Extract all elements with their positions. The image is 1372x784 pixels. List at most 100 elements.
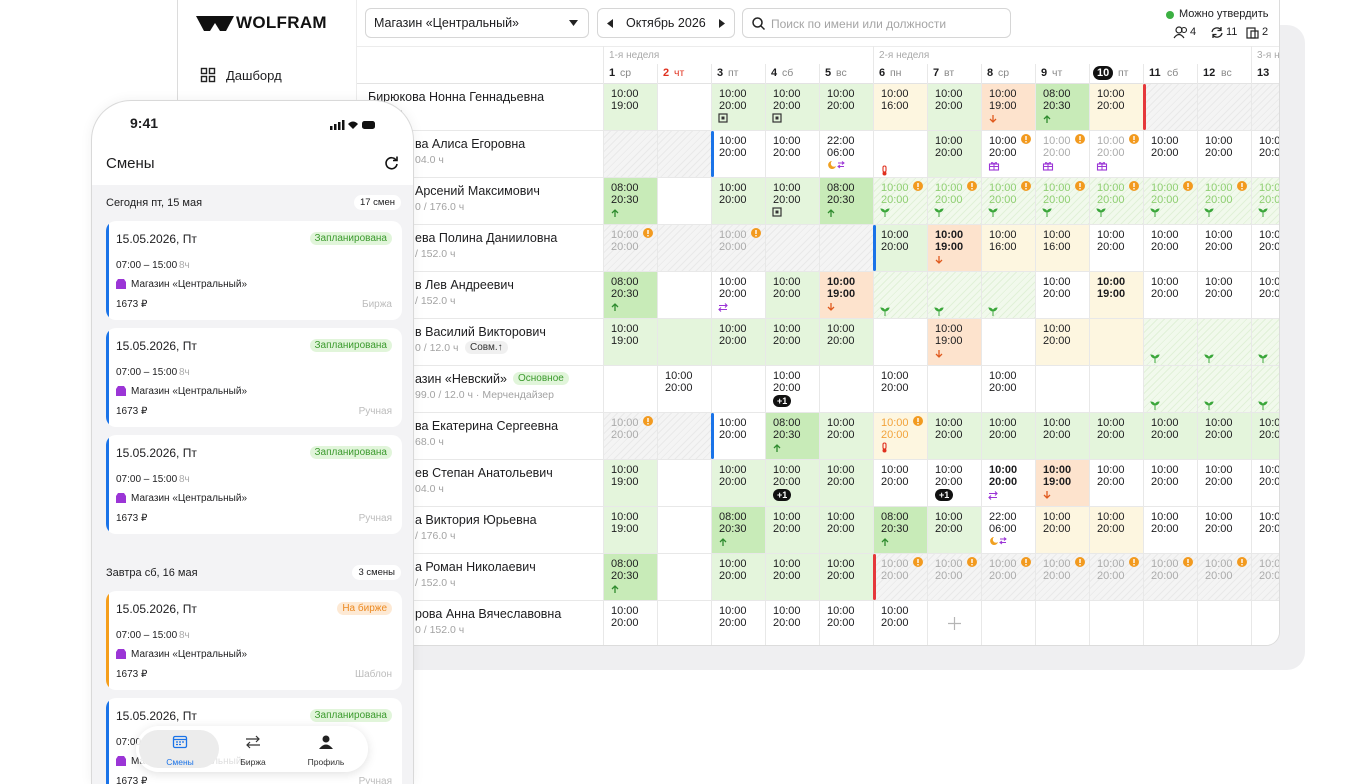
shift-cell[interactable] xyxy=(1036,366,1089,412)
shift-cell[interactable] xyxy=(820,225,873,271)
shift-cell[interactable] xyxy=(1036,601,1089,645)
shift-cell[interactable] xyxy=(658,84,711,130)
shift-cell[interactable] xyxy=(982,601,1035,645)
shift-cell[interactable]: 10:00 20:00 +1 xyxy=(928,460,981,506)
shift-cell[interactable] xyxy=(658,460,711,506)
shift-cell[interactable] xyxy=(1090,601,1143,645)
shift-cell[interactable]: 10:00 19:00 xyxy=(604,507,657,553)
shift-cell[interactable]: 10:00 16:00 xyxy=(1036,225,1089,271)
shift-cell[interactable] xyxy=(928,366,981,412)
shift-cell[interactable] xyxy=(658,413,711,459)
shift-cell[interactable]: 10:00 19:00 xyxy=(604,84,657,130)
shift-cell[interactable] xyxy=(1090,319,1143,365)
shift-cell[interactable]: 10:00 19:00 xyxy=(1036,460,1089,506)
shift-cell[interactable]: 10:00 16:00 xyxy=(982,225,1035,271)
shift-cell[interactable]: 10:00 20:00 +1 xyxy=(766,460,819,506)
shift-cell[interactable]: 10:00 19:00 xyxy=(928,319,981,365)
shift-cell[interactable]: 22:00 06:00 xyxy=(820,131,873,177)
shift-cell[interactable] xyxy=(1144,366,1197,412)
shift-cell[interactable] xyxy=(658,507,711,553)
shift-cell[interactable] xyxy=(604,131,657,177)
tab[interactable]: Смены xyxy=(150,726,210,772)
shift-cell[interactable]: 10:00 19:00 xyxy=(604,319,657,365)
shift-cell[interactable] xyxy=(658,554,711,600)
shift-cell[interactable] xyxy=(874,319,927,365)
shift-cell[interactable]: 10:00 19:00 xyxy=(820,272,873,318)
shift-card[interactable]: 15.05.2026, Пт Запланирована 07:00 – 15:00… xyxy=(106,328,402,427)
shift-cell[interactable] xyxy=(658,272,711,318)
shift-cell[interactable]: 10:00 19:00 xyxy=(928,225,981,271)
shift-cell[interactable]: 10:00 20:00 +1 xyxy=(766,366,819,412)
shift-cell[interactable] xyxy=(658,225,711,271)
shift-cell[interactable] xyxy=(658,178,711,224)
shift-cell[interactable] xyxy=(1252,366,1279,412)
shift-cell[interactable] xyxy=(658,319,711,365)
shift-cell[interactable] xyxy=(874,272,927,318)
shift-cell[interactable] xyxy=(604,366,657,412)
shift-card[interactable]: 15.05.2026, Пт Запланирована 07:00 – 15:00… xyxy=(106,435,402,534)
shift-cell[interactable] xyxy=(1144,601,1197,645)
shift-cell[interactable] xyxy=(820,366,873,412)
store-select[interactable]: Магазин «Центральный» xyxy=(365,8,589,38)
shift-cell[interactable]: 08:00 20:30 xyxy=(820,178,873,224)
month-nav[interactable]: Октябрь 2026 xyxy=(597,8,735,38)
shift-cell[interactable]: 08:00 20:30 xyxy=(604,272,657,318)
